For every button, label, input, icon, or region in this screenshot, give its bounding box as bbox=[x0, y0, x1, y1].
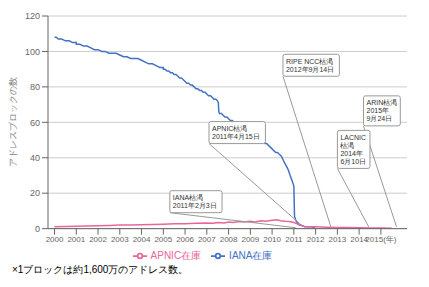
svg-text:60: 60 bbox=[30, 118, 40, 128]
svg-text:120: 120 bbox=[25, 11, 40, 21]
svg-text:80: 80 bbox=[30, 82, 40, 92]
svg-text:2009: 2009 bbox=[241, 235, 259, 244]
svg-text:2006: 2006 bbox=[176, 235, 194, 244]
svg-text:2003: 2003 bbox=[111, 235, 129, 244]
svg-text:アドレスブロックの数: アドレスブロックの数 bbox=[8, 77, 18, 167]
svg-text:2000: 2000 bbox=[46, 235, 64, 244]
html-text:APNIC在庫: APNIC在庫 bbox=[150, 249, 202, 261]
svg-text:2007: 2007 bbox=[198, 235, 216, 244]
svg-text:2012: 2012 bbox=[307, 235, 325, 244]
svg-text:IANA枯渇2011年2月3日: IANA枯渇2011年2月3日 bbox=[173, 194, 217, 209]
html-text:×1ブロックは約1,600万のアドレス数。: ×1ブロックは約1,600万のアドレス数。 bbox=[12, 264, 189, 275]
svg-text:2014: 2014 bbox=[350, 235, 368, 245]
svg-text:2004: 2004 bbox=[133, 235, 151, 244]
svg-text:40: 40 bbox=[30, 153, 40, 163]
svg-text:20: 20 bbox=[30, 188, 40, 198]
svg-text:2010: 2010 bbox=[263, 235, 281, 244]
svg-text:0: 0 bbox=[35, 224, 40, 234]
svg-text:2013: 2013 bbox=[328, 235, 346, 244]
svg-text:2015(年): 2015(年) bbox=[365, 235, 396, 244]
svg-text:2005: 2005 bbox=[154, 235, 172, 244]
svg-text:100: 100 bbox=[25, 47, 40, 57]
svg-text:ARIN枯渇2015年9月24日: ARIN枯渇2015年9月24日 bbox=[366, 99, 397, 122]
svg-text:2008: 2008 bbox=[220, 235, 238, 244]
svg-text:RIPE NCC枯渇2012年9月14日: RIPE NCC枯渇2012年9月14日 bbox=[286, 58, 334, 73]
svg-text:2011: 2011 bbox=[285, 235, 303, 244]
html-text:IANA在庫: IANA在庫 bbox=[229, 249, 273, 261]
svg-text:APNIC枯渇2011年4月15日: APNIC枯渇2011年4月15日 bbox=[212, 125, 260, 140]
svg-text:2002: 2002 bbox=[89, 235, 107, 244]
svg-text:2001: 2001 bbox=[67, 235, 85, 244]
svg-text:LACNIC枯渇2014年6月10日: LACNIC枯渇2014年6月10日 bbox=[340, 134, 366, 165]
